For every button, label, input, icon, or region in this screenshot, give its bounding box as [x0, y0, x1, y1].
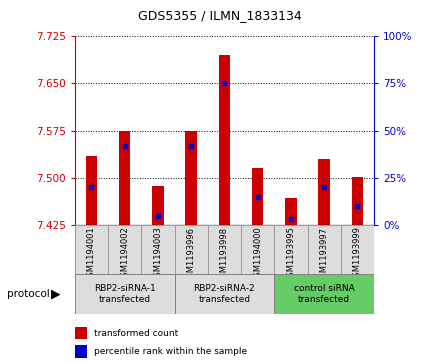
Text: GSM1194001: GSM1194001 — [87, 227, 96, 282]
Text: GSM1193997: GSM1193997 — [319, 227, 329, 282]
Text: percentile rank within the sample: percentile rank within the sample — [94, 347, 247, 356]
Text: control siRNA
transfected: control siRNA transfected — [294, 284, 355, 304]
Text: GSM1194002: GSM1194002 — [120, 227, 129, 282]
Text: GSM1194000: GSM1194000 — [253, 227, 262, 282]
Text: GSM1194003: GSM1194003 — [154, 227, 162, 282]
Bar — [318, 159, 330, 225]
Bar — [119, 131, 131, 225]
Bar — [75, 274, 175, 314]
Bar — [75, 345, 87, 358]
Bar — [274, 274, 374, 314]
Bar — [86, 156, 97, 225]
Text: transformed count: transformed count — [94, 329, 178, 338]
Text: RBP2-siRNA-2
transfected: RBP2-siRNA-2 transfected — [194, 284, 255, 304]
Text: GSM1193995: GSM1193995 — [286, 227, 295, 282]
Text: GSM1193999: GSM1193999 — [353, 227, 362, 282]
Text: ▶: ▶ — [51, 287, 60, 301]
Bar — [219, 55, 230, 225]
Text: GDS5355 / ILMN_1833134: GDS5355 / ILMN_1833134 — [138, 9, 302, 22]
Bar — [75, 327, 87, 339]
Bar — [185, 131, 197, 225]
Bar — [175, 274, 274, 314]
Bar — [152, 186, 164, 225]
Text: RBP2-siRNA-1
transfected: RBP2-siRNA-1 transfected — [94, 284, 156, 304]
Bar — [252, 168, 264, 225]
Text: GSM1193998: GSM1193998 — [220, 227, 229, 282]
Text: protocol: protocol — [7, 289, 49, 299]
Text: GSM1193996: GSM1193996 — [187, 227, 196, 282]
Bar — [285, 198, 297, 225]
Bar — [352, 177, 363, 225]
